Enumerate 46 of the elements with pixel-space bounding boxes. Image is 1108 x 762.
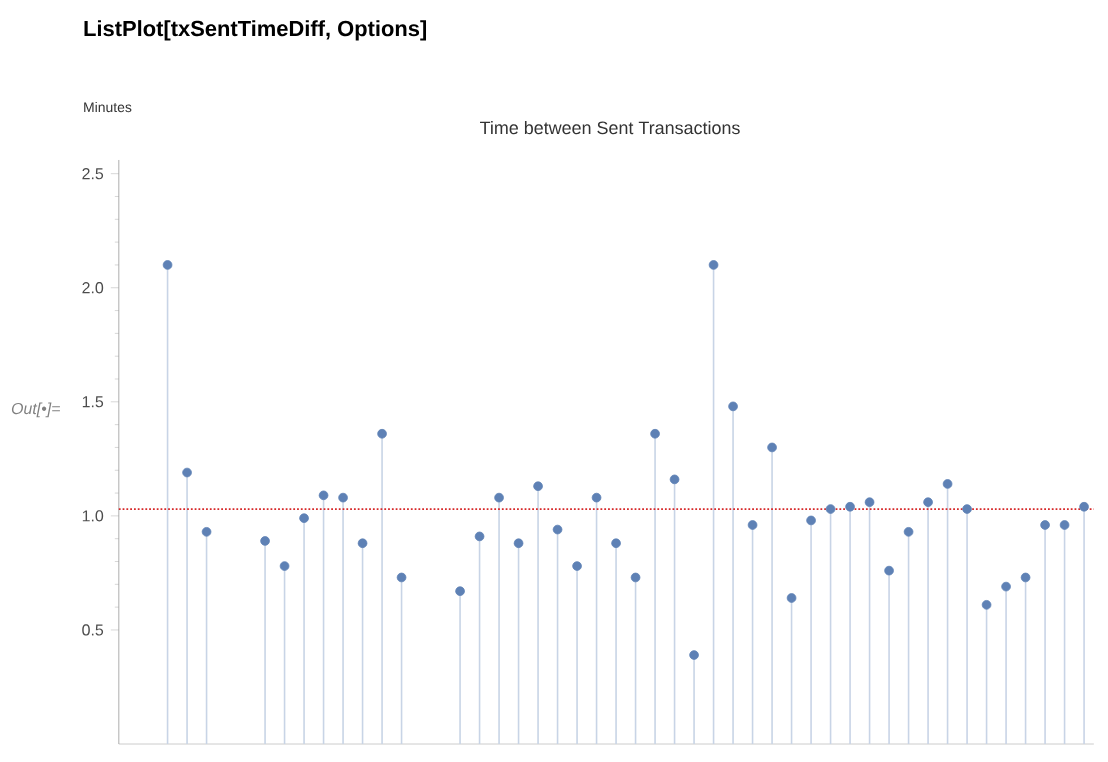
- point: [611, 538, 621, 549]
- point: [396, 572, 407, 583]
- point: [845, 501, 855, 512]
- point: [767, 442, 777, 453]
- point: [279, 561, 290, 571]
- point: [923, 497, 933, 507]
- point: [494, 492, 504, 503]
- point: [1059, 520, 1070, 530]
- point: [669, 474, 680, 485]
- point: [747, 520, 758, 530]
- point: [903, 527, 914, 537]
- point: [884, 565, 894, 576]
- point: [357, 538, 368, 549]
- point: [786, 593, 797, 603]
- point: [182, 467, 192, 478]
- point: [942, 479, 953, 489]
- point: [962, 504, 972, 514]
- point: [162, 260, 173, 270]
- point: [650, 428, 660, 439]
- point: [474, 531, 485, 542]
- point: [1040, 520, 1050, 530]
- point: [572, 561, 582, 571]
- point: [260, 536, 270, 546]
- point: [1079, 501, 1089, 512]
- text: ListPlot[txSentTimeDiff, Options]: [84, 20, 427, 41]
- point: [728, 401, 738, 412]
- point: [864, 497, 875, 507]
- point: [338, 492, 348, 503]
- point: [513, 538, 524, 549]
- point: [981, 600, 992, 610]
- point: [806, 515, 816, 526]
- point: [1020, 572, 1031, 583]
- point: [533, 481, 543, 492]
- point: [377, 428, 387, 439]
- point: [318, 490, 329, 501]
- point: [708, 260, 719, 270]
- point: [630, 572, 641, 583]
- point: [201, 527, 212, 537]
- point: [689, 650, 699, 660]
- point: [825, 504, 836, 514]
- point: [552, 524, 563, 535]
- point: [299, 513, 309, 523]
- chart-title: Time between Sent Transactions: [480, 121, 740, 135]
- point: [1001, 581, 1011, 592]
- point: [455, 586, 465, 596]
- point: [591, 492, 602, 503]
